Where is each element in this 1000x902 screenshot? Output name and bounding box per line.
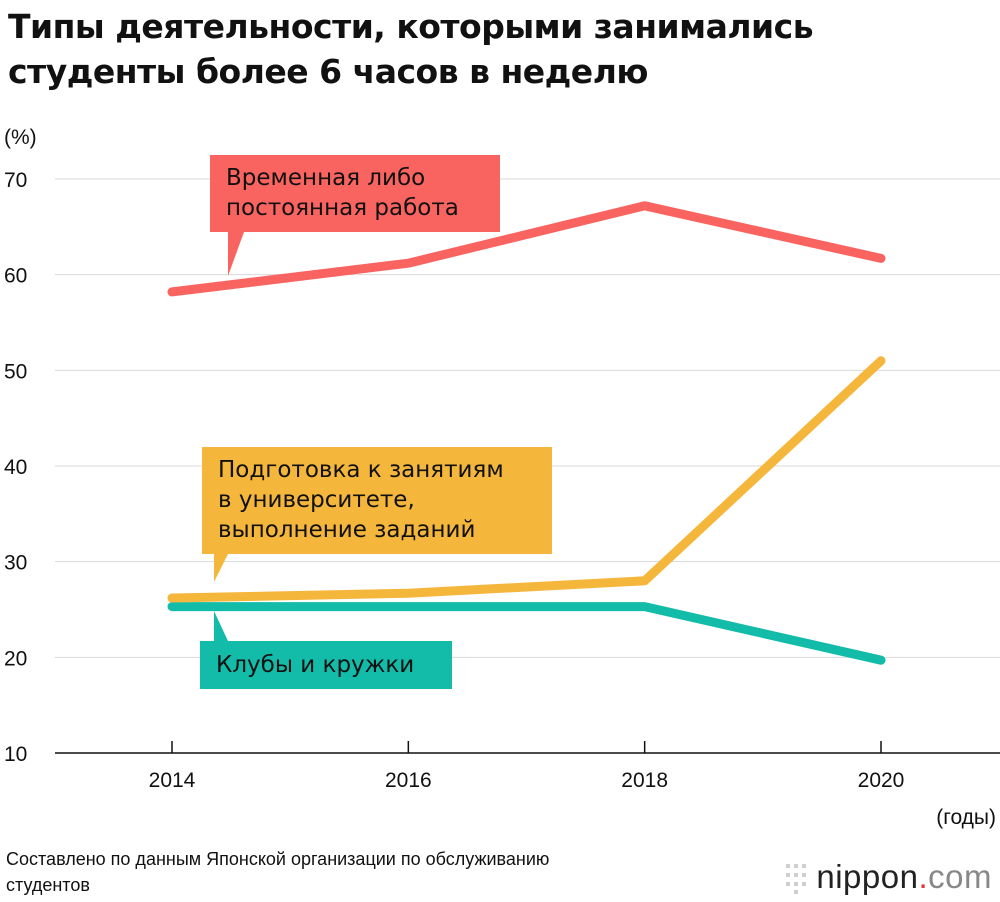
series-line-work (167, 201, 886, 297)
series-label-work: Временная либо постоянная работа (210, 155, 500, 276)
grid-lines (55, 178, 1000, 754)
callout-pointer (214, 554, 228, 582)
series-label-study-line-1: Подготовка к занятиям (218, 457, 504, 483)
series-label-study: Подготовка к занятиям в университете, вы… (202, 447, 552, 582)
y-tick-label: 10 (4, 743, 27, 766)
x-axis-ticks (171, 741, 882, 753)
series-label-study-line-3: выполнение заданий (218, 517, 476, 543)
callout-pointer (214, 611, 228, 641)
y-tick-label: 40 (4, 456, 27, 479)
series-line-clubs (167, 602, 886, 665)
y-axis-unit: (%) (4, 126, 37, 149)
series-lines (167, 201, 886, 665)
x-tick-label: 2018 (621, 769, 668, 792)
logo-grip-icon (786, 864, 807, 895)
series-label-study-line-2: в университете, (218, 487, 415, 513)
y-tick-label: 50 (4, 360, 27, 383)
source-note-line-1: Составлено по данным Японской организаци… (6, 849, 550, 869)
chart-title-line-2: студенты более 6 часов в неделю (8, 52, 648, 91)
y-tick-label: 20 (4, 647, 27, 670)
callout-pointer (228, 232, 244, 276)
series-label-work-line-2: постоянная работа (226, 195, 459, 221)
y-axis-tick-labels: 10 20 30 40 50 60 70 (4, 169, 27, 766)
brand-suffix: com (928, 858, 992, 895)
series-label-clubs: Клубы и кружки (200, 611, 452, 689)
source-note: Составлено по данным Японской организаци… (6, 846, 549, 898)
source-note-line-2: студентов (6, 875, 90, 895)
chart-title-line-1: Типы деятельности, которыми занимались (8, 7, 814, 46)
y-tick-label: 60 (4, 265, 27, 288)
series-label-work-line-1: Временная либо (226, 165, 426, 191)
brand-name: nippon (816, 858, 919, 895)
x-tick-label: 2016 (385, 769, 432, 792)
series-line-study (167, 356, 886, 603)
series-label-clubs-line-1: Клубы и кружки (216, 652, 415, 678)
x-axis-tick-labels: 2014 2016 2018 2020 (149, 769, 905, 792)
x-axis-unit: (годы) (936, 806, 996, 829)
brand-dot: . (918, 858, 929, 895)
chart-title: Типы деятельности, которыми занимались с… (8, 4, 988, 94)
nippon-logo: nippon.com (786, 858, 992, 896)
y-tick-label: 70 (4, 169, 27, 192)
x-tick-label: 2014 (149, 769, 196, 792)
y-tick-label: 30 (4, 552, 27, 575)
x-tick-label: 2020 (858, 769, 905, 792)
